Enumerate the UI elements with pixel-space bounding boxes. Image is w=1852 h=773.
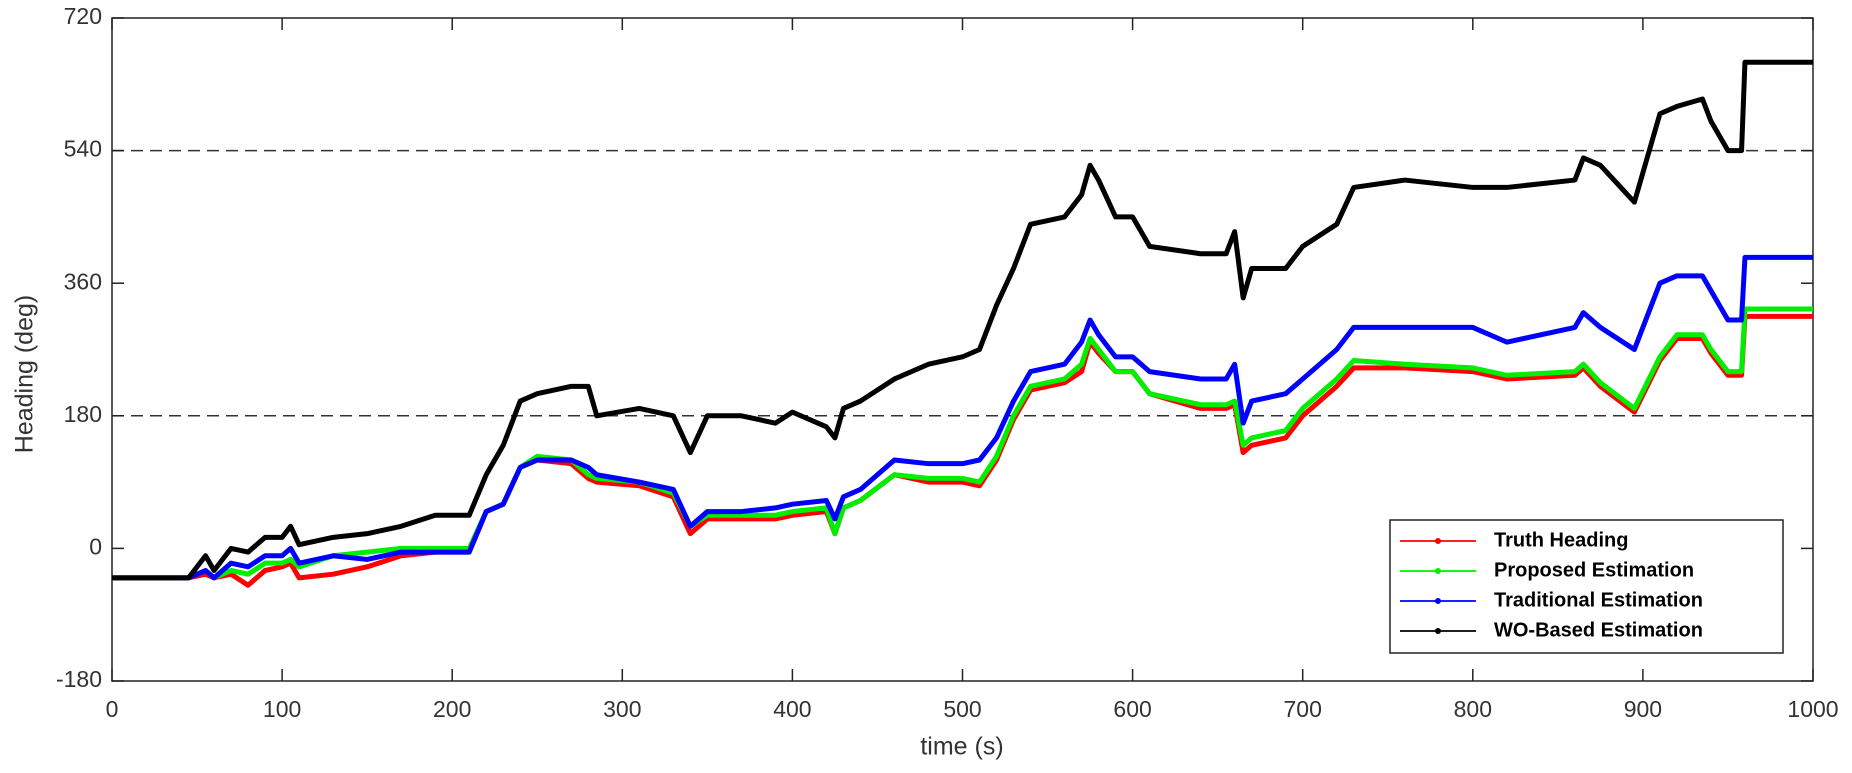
y-tick-label: -180 — [56, 666, 102, 692]
y-axis-label: Heading (deg) — [11, 295, 39, 453]
x-tick-label: 600 — [1113, 696, 1151, 722]
legend: Truth Heading Proposed Estimation Traditio… — [1389, 519, 1784, 654]
legend-marker — [1435, 538, 1441, 544]
legend-label: Proposed Estimation — [1494, 559, 1694, 581]
x-tick-label: 900 — [1624, 696, 1662, 722]
series-line — [112, 59, 1813, 581]
legend-marker — [1435, 598, 1441, 604]
y-tick-label: 180 — [64, 401, 102, 427]
y-tick-label: 360 — [64, 268, 102, 294]
series-line — [112, 306, 1813, 581]
x-tick-label: 0 — [106, 696, 119, 722]
x-tick-label: 1000 — [1787, 696, 1838, 722]
legend-label: Truth Heading — [1494, 529, 1628, 551]
y-tick-label: 0 — [89, 533, 102, 559]
x-tick-label: 400 — [773, 696, 811, 722]
legend-label: WO-Based Estimation — [1494, 619, 1703, 641]
x-tick-label: 700 — [1284, 696, 1322, 722]
x-tick-label: 500 — [943, 696, 981, 722]
x-tick-label: 800 — [1454, 696, 1492, 722]
legend-label: Traditional Estimation — [1494, 589, 1703, 611]
x-tick-label: 100 — [263, 696, 301, 722]
x-tick-label: 200 — [433, 696, 471, 722]
series-line — [112, 254, 1813, 581]
legend-marker — [1435, 628, 1441, 634]
legend-marker — [1435, 568, 1441, 574]
series-line — [112, 313, 1813, 588]
y-tick-label: 540 — [64, 136, 102, 162]
x-axis-label: time (s) — [920, 733, 1003, 761]
y-tick-label: 720 — [64, 3, 102, 29]
x-tick-label: 300 — [603, 696, 641, 722]
